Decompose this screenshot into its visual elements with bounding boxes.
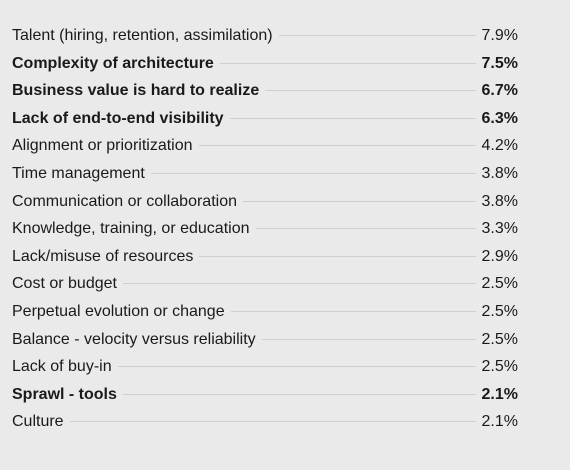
table-row: Talent (hiring, retention, assimilation)… bbox=[0, 22, 570, 49]
leader-line bbox=[12, 338, 512, 340]
leader-line bbox=[12, 421, 512, 423]
row-label: Culture bbox=[12, 408, 70, 436]
row-value: 2.1% bbox=[475, 380, 518, 408]
row-value: 4.2% bbox=[475, 132, 518, 160]
leader-line bbox=[12, 393, 512, 395]
row-label: Lack of end-to-end visibility bbox=[12, 104, 230, 132]
row-label: Cost or budget bbox=[12, 270, 123, 298]
table-row: Complexity of architecture 7.5% bbox=[0, 49, 570, 77]
row-value: 2.5% bbox=[475, 298, 518, 325]
row-value: 3.3% bbox=[475, 215, 518, 243]
row-label: Balance - velocity versus reliability bbox=[12, 325, 262, 353]
table-row: Alignment or prioritization 4.2% bbox=[0, 132, 570, 160]
table-row: Time management 3.8% bbox=[0, 160, 570, 187]
row-label: Talent (hiring, retention, assimilation) bbox=[12, 22, 279, 49]
table-row: Knowledge, training, or education 3.3% bbox=[0, 215, 570, 243]
row-value: 3.8% bbox=[475, 187, 518, 215]
table-row: Lack/misuse of resources 2.9% bbox=[0, 242, 570, 270]
row-label: Perpetual evolution or change bbox=[12, 298, 231, 325]
table-row: Lack of buy-in 2.5% bbox=[0, 353, 570, 381]
row-value: 2.9% bbox=[475, 242, 518, 270]
row-label: Lack of buy-in bbox=[12, 353, 118, 381]
table-row: Communication or collaboration 3.8% bbox=[0, 187, 570, 215]
row-label: Knowledge, training, or education bbox=[12, 215, 256, 243]
leader-line bbox=[12, 145, 512, 147]
table-row: Business value is hard to realize 6.7% bbox=[0, 77, 570, 105]
table-row: Culture 2.1% bbox=[0, 408, 570, 436]
leader-line bbox=[12, 366, 512, 368]
table-row: Sprawl - tools 2.1% bbox=[0, 380, 570, 408]
row-value: 2.5% bbox=[475, 325, 518, 353]
table-row: Perpetual evolution or change 2.5% bbox=[0, 298, 570, 325]
row-value: 6.3% bbox=[475, 104, 518, 132]
row-value: 2.5% bbox=[475, 270, 518, 298]
row-label: Time management bbox=[12, 160, 151, 187]
row-value: 7.5% bbox=[475, 49, 518, 77]
row-value: 2.5% bbox=[475, 353, 518, 381]
leader-line bbox=[12, 173, 512, 174]
row-label: Lack/misuse of resources bbox=[12, 242, 200, 270]
row-label: Business value is hard to realize bbox=[12, 77, 266, 105]
row-value: 7.9% bbox=[475, 22, 518, 49]
table-row: Lack of end-to-end visibility 6.3% bbox=[0, 104, 570, 132]
row-label: Alignment or prioritization bbox=[12, 132, 199, 160]
leader-line bbox=[12, 311, 512, 312]
row-label: Communication or collaboration bbox=[12, 187, 243, 215]
row-value: 2.1% bbox=[475, 408, 518, 436]
table-row: Balance - velocity versus reliability 2.5… bbox=[0, 325, 570, 353]
row-value: 3.8% bbox=[475, 160, 518, 187]
leader-line bbox=[12, 62, 512, 64]
leader-line bbox=[12, 255, 512, 257]
row-label: Sprawl - tools bbox=[12, 380, 123, 408]
leader-line bbox=[12, 200, 512, 202]
table-row: Cost or budget 2.5% bbox=[0, 270, 570, 298]
leader-line bbox=[12, 283, 512, 285]
leader-line bbox=[12, 228, 512, 230]
row-label: Complexity of architecture bbox=[12, 49, 220, 77]
leader-line bbox=[12, 117, 512, 119]
row-value: 6.7% bbox=[475, 77, 518, 105]
